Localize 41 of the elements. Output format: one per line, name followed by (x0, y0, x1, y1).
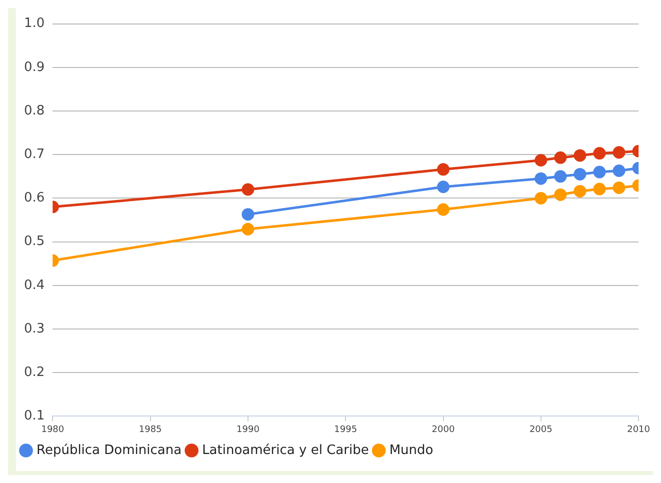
x-tick-label: 1990 (236, 424, 260, 435)
point (437, 203, 450, 216)
point (574, 149, 586, 162)
legend-label: República Dominicana (36, 442, 182, 458)
point (574, 168, 586, 180)
x-tick-label: 1995 (334, 424, 358, 435)
point (534, 154, 548, 167)
legend-label: Mundo (389, 442, 434, 458)
point (593, 182, 606, 196)
point (612, 181, 626, 194)
point (612, 164, 626, 177)
point (612, 146, 626, 159)
y-tick-label: 0.5 (24, 234, 45, 250)
x-tick-label: 1985 (138, 424, 162, 435)
point (242, 183, 254, 196)
point (242, 208, 254, 221)
y-tick-label: 0.6 (24, 190, 45, 206)
point (437, 163, 450, 176)
x-tick-label: 2000 (432, 424, 455, 435)
x-tick-label: 2010 (627, 424, 650, 435)
point (242, 222, 254, 236)
point (534, 172, 548, 185)
point (593, 147, 606, 160)
y-tick-label: 0.9 (24, 60, 45, 75)
y-tick-label: 1.0 (24, 16, 45, 32)
y-tick-label: 0.7 (24, 146, 45, 162)
y-tick-label: 0.1 (24, 408, 45, 424)
x-tick-label: 2005 (529, 424, 552, 435)
y-tick-label: 0.3 (24, 321, 45, 336)
point (437, 180, 450, 194)
point (554, 151, 567, 164)
point (534, 192, 548, 204)
y-tick-label: 0.8 (24, 103, 45, 118)
legend-label: Latinoamérica y el Caribe (202, 442, 369, 458)
point (574, 184, 586, 198)
point (554, 188, 567, 201)
point (593, 166, 606, 178)
y-tick-label: 0.2 (24, 364, 45, 380)
x-tick-label: 1980 (41, 424, 64, 435)
y-tick-label: 0.4 (24, 278, 45, 293)
point (554, 170, 567, 183)
